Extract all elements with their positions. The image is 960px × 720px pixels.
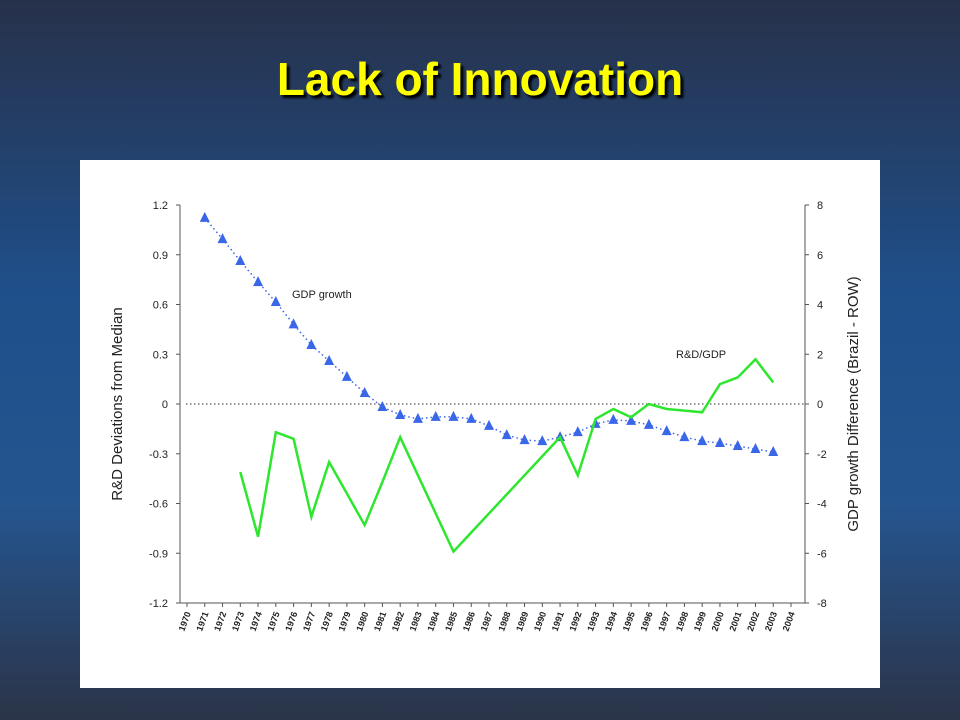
y-tick-label: 0 <box>162 399 168 411</box>
x-tick-label: 1991 <box>550 610 566 632</box>
y-tick-label: -0.6 <box>149 499 168 511</box>
triangle-marker <box>341 370 352 381</box>
x-tick-label: 1983 <box>408 610 424 632</box>
x-tick-label: 1988 <box>496 610 512 632</box>
triangle-marker <box>412 412 423 423</box>
y-tick-label: 0.3 <box>153 349 168 361</box>
x-tick-label: 1987 <box>479 610 495 632</box>
x-tick-label: 1979 <box>337 610 353 632</box>
x-tick-label: 1975 <box>265 610 281 632</box>
triangle-marker <box>572 426 583 437</box>
x-tick-label: 2004 <box>781 610 797 632</box>
x-tick-label: 1980 <box>354 610 370 632</box>
y2-tick-label: 2 <box>817 349 823 361</box>
x-tick-label: 1981 <box>372 610 388 632</box>
x-tick-label: 1976 <box>283 610 299 632</box>
triangle-marker <box>501 429 512 440</box>
triangle-marker <box>732 440 743 451</box>
x-tick-label: 1972 <box>212 610 228 632</box>
y-tick-label: 1.2 <box>153 200 168 212</box>
x-tick-label: 1998 <box>674 610 690 632</box>
chart-panel <box>80 160 880 688</box>
triangle-marker <box>430 410 441 421</box>
x-tick-label: 1997 <box>656 610 672 632</box>
y2-tick-label: -2 <box>817 449 827 461</box>
y2-tick-label: 8 <box>817 200 823 212</box>
x-tick-label: 1996 <box>639 610 655 632</box>
series-line <box>204 217 774 453</box>
x-tick-label: 1990 <box>532 610 548 632</box>
triangle-marker <box>270 296 281 307</box>
y2-tick-label: 6 <box>817 250 823 262</box>
y-tick-label: -1.2 <box>149 598 168 610</box>
series-line <box>239 357 775 554</box>
y2-tick-label: 4 <box>817 300 823 312</box>
triangle-marker <box>537 435 548 446</box>
y-tick-label: -0.3 <box>149 449 168 461</box>
x-tick-label: 1973 <box>230 610 246 632</box>
y2-tick-label: -8 <box>817 598 827 610</box>
triangle-marker <box>608 413 619 424</box>
triangle-marker <box>253 276 264 287</box>
y2-tick-label: 0 <box>817 399 823 411</box>
annotation: R&D/GDP <box>676 349 726 361</box>
triangle-marker <box>324 354 335 365</box>
x-tick-label: 1984 <box>425 610 441 632</box>
x-tick-label: 1992 <box>567 610 583 632</box>
triangle-marker <box>768 446 779 457</box>
x-tick-label: 1977 <box>301 610 317 632</box>
x-tick-label: 1982 <box>390 610 406 632</box>
triangle-marker <box>235 254 246 265</box>
triangle-marker <box>484 419 494 430</box>
triangle-marker <box>679 431 690 442</box>
y-tick-label: 0.9 <box>153 250 168 262</box>
y2-axis-label: GDP growth Difference (Brazil - ROW) <box>845 276 862 531</box>
x-tick-label: 1978 <box>319 610 335 632</box>
x-tick-label: 1995 <box>621 610 637 632</box>
triangle-marker <box>359 387 370 398</box>
x-tick-label: 2002 <box>745 610 761 632</box>
triangle-marker <box>519 434 530 445</box>
x-tick-label: 1971 <box>194 610 210 632</box>
annotation: GDP growth <box>292 289 352 301</box>
x-tick-label: 2003 <box>763 610 779 632</box>
y2-tick-label: -4 <box>817 499 827 511</box>
x-tick-label: 1989 <box>514 610 530 632</box>
triangle-marker <box>626 414 637 425</box>
y-tick-label: 0.6 <box>153 300 168 312</box>
y2-tick-label: -6 <box>817 548 827 560</box>
y-tick-label: -0.9 <box>149 548 168 560</box>
x-tick-label: 2001 <box>727 610 743 632</box>
x-tick-label: 1999 <box>692 610 708 632</box>
x-tick-label: 1985 <box>443 610 459 632</box>
triangle-marker <box>643 418 654 429</box>
x-tick-label: 1970 <box>177 610 193 632</box>
x-tick-label: 2000 <box>710 610 726 632</box>
triangle-marker <box>697 435 708 446</box>
triangle-marker <box>377 400 388 411</box>
triangle-marker <box>448 410 459 421</box>
triangle-marker <box>306 339 317 350</box>
x-tick-label: 1986 <box>461 610 477 632</box>
triangle-marker <box>395 408 406 419</box>
y-axis-label: R&D Deviations from Median <box>109 307 126 500</box>
triangle-marker <box>288 318 299 329</box>
triangle-marker <box>714 437 725 448</box>
triangle-marker <box>217 233 228 244</box>
x-tick-label: 1993 <box>585 610 601 632</box>
triangle-marker <box>466 412 477 423</box>
x-tick-label: 1994 <box>603 610 619 632</box>
triangle-marker <box>199 211 210 222</box>
x-tick-label: 1974 <box>248 610 264 632</box>
slide-title: Lack of Innovation <box>276 53 684 105</box>
triangle-marker <box>750 443 761 454</box>
triangle-marker <box>661 425 672 436</box>
